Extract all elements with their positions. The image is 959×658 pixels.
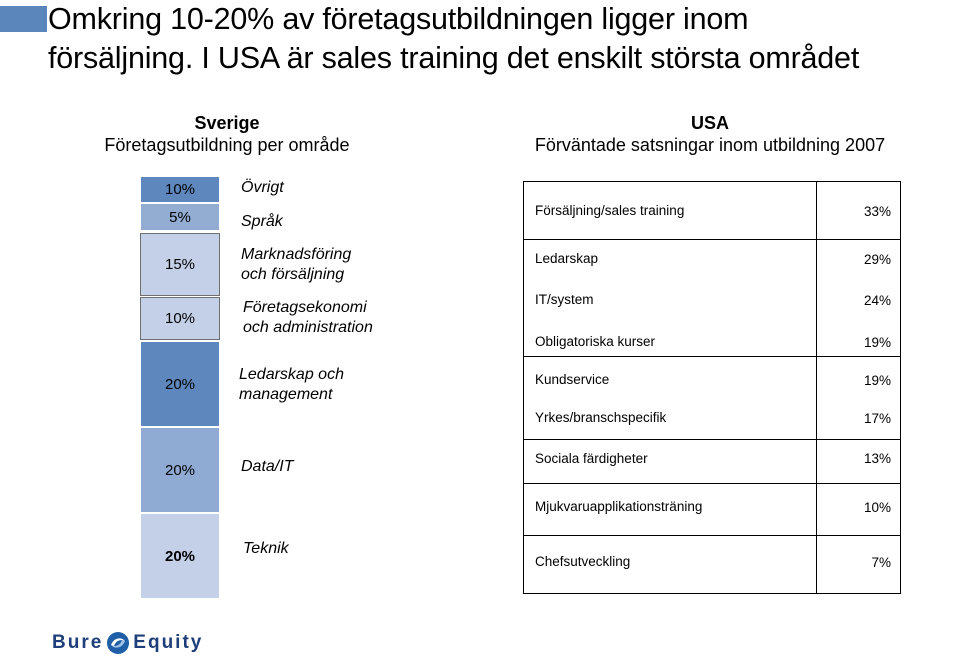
segment-sprak-pct: 5%: [169, 208, 191, 226]
swirl-logo-icon: [107, 632, 130, 654]
table-row-value: 33%: [863, 204, 891, 219]
label-marknadsforing: Marknadsföring och försäljning: [241, 246, 352, 283]
table-row-name: IT/system: [535, 292, 594, 307]
segment-teknik-pct: 20%: [164, 547, 196, 565]
segment-foretagsekonomi: 10%: [140, 297, 220, 340]
table-row-name: Kundservice: [535, 372, 610, 387]
usa-subheading: Förväntade satsningar inom utbildning 20…: [534, 135, 886, 155]
slide-title: Omkring 10-20% av företagsutbildningen l…: [48, 0, 958, 77]
table-row-divider: [524, 356, 900, 357]
slide-title-line-1: Omkring 10-20% av företagsutbildningen l…: [48, 2, 749, 36]
usa-table: [523, 181, 901, 594]
usa-header: USA Förväntade satsningar inom utbildnin…: [515, 112, 905, 156]
table-row-value: 10%: [863, 500, 891, 515]
table-row-value: 7%: [871, 555, 891, 570]
table-row-divider: [524, 239, 900, 240]
sweden-subheading: Företagsutbildning per område: [104, 135, 350, 155]
title-bullet-square: [0, 6, 47, 32]
table-row-name: Mjukvaruapplikationsträning: [535, 499, 703, 514]
table-row-value: 24%: [863, 293, 891, 308]
table-row-value: 29%: [863, 252, 891, 267]
sweden-heading: Sverige: [194, 113, 260, 133]
segment-data-it: 20%: [140, 427, 220, 513]
table-row-name: Yrkes/branschspecifik: [535, 410, 667, 425]
table-row-value: 13%: [863, 451, 891, 466]
segment-ledarskap: 20%: [140, 341, 220, 427]
label-ovrigt: Övrigt: [241, 179, 284, 196]
logo-text-bure: Bure: [52, 632, 104, 653]
segment-sprak: 5%: [140, 203, 220, 231]
label-data-it: Data/IT: [241, 458, 294, 475]
table-column-divider: [816, 182, 817, 593]
slide-title-line-2: försäljning. I USA är sales training det…: [48, 40, 860, 75]
segment-ovrigt-pct: 10%: [164, 181, 196, 198]
label-sprak: Språk: [241, 213, 283, 230]
segment-marknadsforing: 15%: [140, 233, 220, 296]
table-row-value: 19%: [863, 335, 891, 350]
bure-equity-logo: Bure Equity: [52, 630, 203, 656]
logo-text-equity: Equity: [133, 632, 204, 653]
segment-ledarskap-pct: 20%: [164, 375, 196, 393]
table-row-value: 17%: [863, 411, 891, 426]
sweden-header: Sverige Företagsutbildning per område: [92, 112, 362, 156]
usa-heading: USA: [690, 113, 729, 133]
table-row-divider: [524, 535, 900, 536]
table-row-name: Försäljning/sales training: [535, 203, 685, 218]
segment-teknik: 20%: [140, 513, 220, 599]
segment-marknadsforing-pct: 15%: [164, 256, 196, 273]
table-row-name: Obligatoriska kurser: [535, 334, 656, 349]
segment-data-it-pct: 20%: [164, 461, 196, 479]
label-foretagsekonomi: Företagsekonomi och administration: [243, 299, 373, 336]
table-row-name: Ledarskap: [535, 251, 599, 266]
segment-ovrigt: 10%: [140, 176, 220, 203]
label-teknik: Teknik: [243, 540, 289, 557]
segment-foretagsekonomi-pct: 10%: [164, 310, 196, 327]
table-row-value: 19%: [863, 373, 891, 388]
table-row-divider: [524, 483, 900, 484]
table-row-divider: [524, 439, 900, 440]
table-row-name: Sociala färdigheter: [535, 451, 648, 466]
label-ledarskap: Ledarskap och management: [239, 366, 344, 403]
table-row-name: Chefsutveckling: [535, 554, 631, 569]
